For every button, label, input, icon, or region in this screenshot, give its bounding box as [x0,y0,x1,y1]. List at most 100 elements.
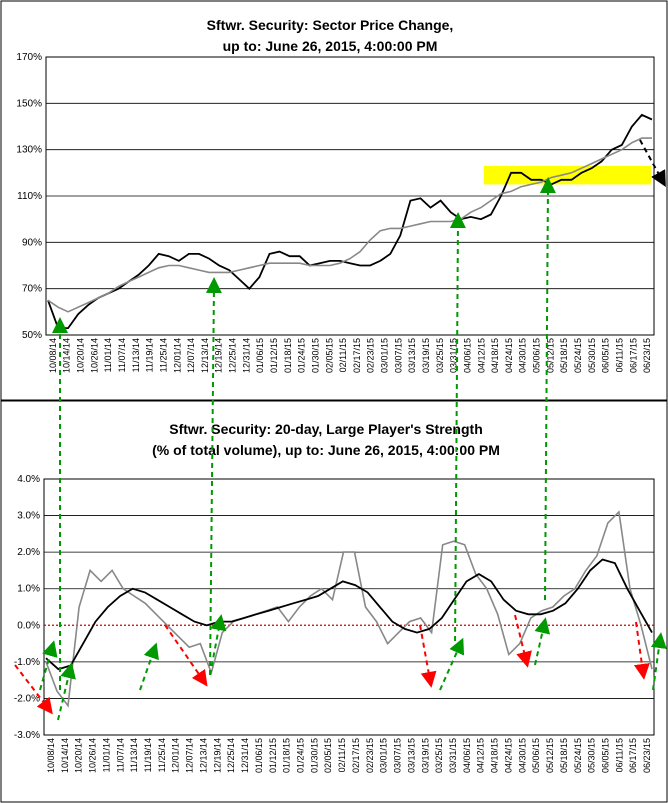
x-tick-label: 02/17/15 [352,338,362,373]
x-tick-label: 03/07/15 [393,738,403,773]
x-tick-label: 10/08/14 [46,738,56,773]
bottom-chart-title-line1: Sftwr. Security: 20-day, Large Player's … [169,421,483,437]
x-tick-label: 05/12/15 [545,738,555,773]
x-tick-label: 12/19/14 [212,738,222,773]
x-tick-label: 01/30/15 [309,738,319,773]
y-tick-label: 0.0% [17,620,40,631]
x-tick-label: 02/11/15 [338,338,348,372]
green-arrow-4 [539,177,556,601]
x-tick-label: 05/30/15 [587,738,597,773]
x-tick-label: 04/12/15 [476,738,486,773]
y-tick-label: 130% [16,145,42,156]
bottom-series-0-line [45,510,653,708]
x-tick-label: 11/01/14 [101,738,111,772]
x-tick-label: 11/07/14 [115,738,125,772]
x-tick-label: 10/14/14 [62,338,72,373]
x-tick-label: 12/25/14 [226,738,236,773]
x-tick-label: 06/05/15 [601,338,611,373]
x-tick-label: 03/25/15 [434,738,444,773]
y-tick-label: -1.0% [14,657,40,668]
x-tick-label: 06/17/15 [628,338,638,373]
x-tick-label: 03/31/15 [449,338,459,373]
x-tick-label: 11/01/14 [103,338,113,372]
x-tick-label: 01/24/15 [297,338,307,373]
x-tick-label: 11/19/14 [145,338,155,372]
x-tick-label: 10/08/14 [48,338,58,373]
x-tick-label: 12/13/14 [200,338,210,373]
x-tick-label: 05/18/15 [559,338,569,373]
x-tick-label: 02/23/15 [365,738,375,773]
x-tick-label: 04/24/15 [503,738,513,773]
x-tick-label: 10/14/14 [60,738,70,773]
x-tick-label: 04/30/15 [518,338,528,373]
x-tick-label: 12/07/14 [186,338,196,373]
red-arrow-4 [514,614,532,668]
highlight-band [483,165,651,185]
y-tick-label: 110% [17,191,42,202]
x-tick-label: 10/26/14 [89,338,99,373]
x-tick-label: 06/23/15 [642,338,652,373]
x-tick-label: 06/23/15 [642,738,652,773]
x-tick-label: 10/26/14 [88,738,98,773]
red-arrow-3 [419,624,437,688]
x-tick-label: 03/07/15 [393,338,403,373]
x-tick-label: 01/30/15 [310,338,320,373]
y-tick-label: 90% [22,237,42,248]
x-tick-label: 03/25/15 [435,338,445,373]
y-tick-label: 3.0% [17,511,40,522]
x-tick-label: 03/31/15 [448,738,458,773]
x-tick-label: 12/31/14 [241,338,251,373]
x-tick-label: 05/30/15 [587,338,597,373]
x-tick-label: 01/18/15 [283,338,293,373]
x-tick-label: 10/20/14 [76,338,86,373]
green-arrow-small-3 [139,642,159,691]
x-tick-label: 11/07/14 [117,338,127,372]
top-chart-title-line1: Sftwr. Security: Sector Price Change, [207,17,454,33]
red-arrow-2 [164,624,208,687]
x-tick-label: 02/05/15 [323,738,333,773]
x-tick-label: 05/18/15 [559,738,569,773]
x-tick-label: 06/11/15 [614,338,624,372]
x-tick-label: 12/19/14 [214,338,224,373]
x-tick-label: 11/13/14 [129,738,139,772]
x-tick-label: 02/17/15 [351,738,361,773]
x-tick-label: 03/01/15 [380,338,390,373]
x-tick-label: 12/31/14 [240,738,250,773]
x-tick-label: 12/01/14 [171,738,181,773]
x-tick-label: 11/19/14 [143,738,153,772]
black-arrow-top [639,139,666,188]
green-arrow-small-6 [534,617,551,666]
x-tick-label: 03/13/15 [406,738,416,773]
x-tick-label: 04/12/15 [476,338,486,373]
x-tick-label: 01/06/15 [255,338,265,373]
x-tick-label: 04/18/15 [490,338,500,373]
y-tick-label: 150% [16,98,42,109]
x-tick-label: 10/20/14 [74,738,84,773]
x-tick-label: 01/12/15 [268,738,278,773]
x-tick-label: 01/06/15 [254,738,264,773]
top-chart-title-line2: up to: June 26, 2015, 4:00:00 PM [223,38,438,54]
x-tick-label: 06/05/15 [600,738,610,773]
x-tick-label: 02/05/15 [324,338,334,373]
x-tick-label: 05/06/15 [532,338,542,373]
red-arrow-1 [14,664,53,715]
x-tick-label: 03/13/15 [407,338,417,373]
x-tick-label: 05/24/15 [573,738,583,773]
y-tick-label: 4.0% [17,474,40,485]
x-tick-label: 11/13/14 [131,338,141,372]
y-tick-label: 50% [22,330,42,341]
x-tick-label: 01/18/15 [282,738,292,773]
y-tick-label: 2.0% [17,547,40,558]
green-arrow-small-1 [39,640,58,691]
x-tick-label: 12/25/14 [228,338,238,373]
x-tick-label: 06/17/15 [628,738,638,773]
x-tick-label: 12/07/14 [185,738,195,773]
y-tick-label: 170% [16,52,42,63]
x-tick-label: 05/06/15 [531,738,541,773]
x-tick-label: 01/12/15 [269,338,279,373]
x-tick-label: 02/11/15 [337,738,347,772]
x-tick-label: 03/01/15 [379,738,389,773]
x-tick-label: 04/18/15 [490,738,500,773]
